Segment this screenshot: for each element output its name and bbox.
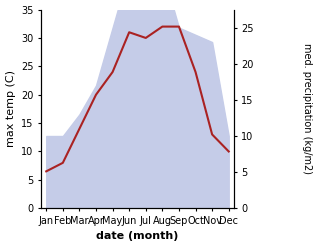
Y-axis label: max temp (C): max temp (C) [5, 70, 16, 147]
X-axis label: date (month): date (month) [96, 231, 179, 242]
Y-axis label: med. precipitation (kg/m2): med. precipitation (kg/m2) [302, 43, 313, 174]
